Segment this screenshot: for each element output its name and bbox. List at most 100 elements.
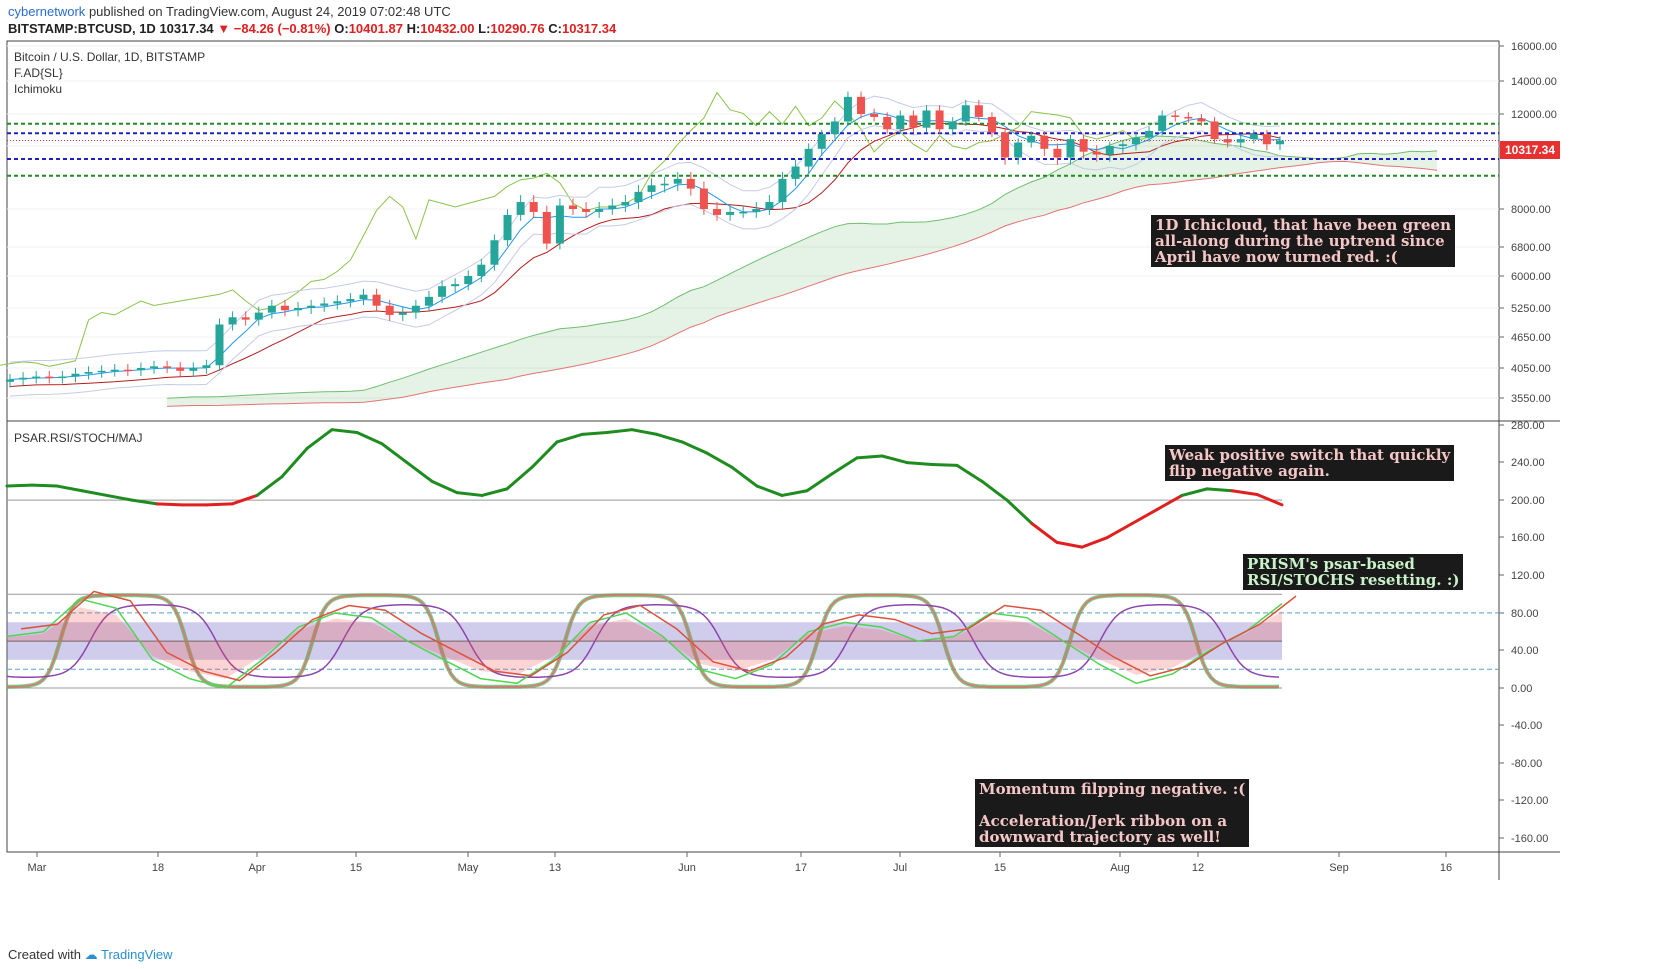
horizontal-levels (7, 122, 1499, 177)
candle-body (267, 305, 276, 313)
price-tick-label: 4050.00 (1511, 363, 1551, 375)
indicator-label-fad[interactable]: F.AD{SL} (14, 66, 63, 80)
candle-body (424, 296, 433, 306)
high-value: 10432.00 (420, 21, 475, 36)
annotation-prism-reset[interactable]: PRISM's psar-based RSI/STOCHS resetting.… (1243, 554, 1464, 590)
psar-rsi-segment (930, 462, 959, 467)
candle-body (726, 211, 735, 215)
candle-body (189, 368, 198, 371)
candle-body (438, 286, 447, 297)
candle-body (1066, 139, 1075, 158)
span-a-line (167, 135, 1438, 399)
candle-body (1197, 118, 1206, 122)
time-tick-label: 17 (795, 862, 807, 874)
candle-body (45, 376, 54, 379)
candle-body (58, 376, 67, 379)
candle-body (778, 178, 787, 203)
candle-body (817, 134, 826, 149)
candle-body (765, 202, 774, 209)
close-value: 10317.34 (562, 21, 617, 36)
psar-rsi-segment (505, 465, 534, 491)
psar-rsi-segment (5, 483, 34, 488)
candle-body (922, 110, 931, 128)
osc-tick-label: -80.00 (1511, 758, 1542, 770)
candle-body (1118, 144, 1127, 146)
candle-body (254, 312, 263, 320)
psar-rsi-segment (980, 479, 1009, 502)
psar-rsi-segment (1155, 493, 1184, 512)
psar-rsi-segment (355, 431, 384, 446)
candle-body (660, 183, 669, 186)
annotation-weak-switch[interactable]: Weak positive switch that quickly flip n… (1165, 445, 1455, 481)
price-tick-label: 8000.00 (1511, 204, 1551, 216)
psar-rsi-segment (580, 431, 609, 436)
candle-body (608, 205, 617, 209)
candle-body (451, 284, 460, 287)
psar-rsi-segment (305, 428, 334, 450)
time-tick-label: 12 (1192, 862, 1204, 874)
author-link[interactable]: cybernetwork (8, 4, 86, 19)
last-price-tag: 10317.34 (1500, 141, 1560, 159)
candle-body (359, 294, 368, 300)
tradingview-logo-icon: ☁ (84, 947, 98, 962)
psar-rsi-segment (405, 461, 434, 483)
time-axis-labels: Mar 18 Apr 15 May 13 Jun 17 Jul 15 Aug 12 Sep 16 (28, 852, 1452, 874)
annotation-momentum[interactable]: Momentum filpping negative. :( Accelerat… (975, 779, 1250, 847)
tradingview-link[interactable]: TradingView (101, 947, 173, 962)
candle-body (987, 116, 996, 133)
candle-body (1249, 134, 1258, 140)
psar-rsi-segment (530, 440, 559, 469)
psar-rsi-segment (130, 498, 159, 506)
candle-body (634, 191, 643, 203)
candle-body (294, 308, 303, 311)
momentum-slow-line (20, 590, 1297, 682)
osc-tick-label: 80.00 (1511, 608, 1539, 620)
ichimoku-cloud (167, 135, 1438, 407)
psar-rsi-segment (955, 463, 984, 483)
candle-body (974, 105, 983, 117)
candle-body (228, 317, 237, 325)
indicator-pane (5, 428, 1499, 689)
candle-body (32, 376, 41, 379)
psar-rsi-segment (255, 475, 284, 497)
indicator-pane-title[interactable]: PSAR.RSI/STOCH/MAJ (14, 431, 143, 445)
indicator-label-ichimoku[interactable]: Ichimoku (14, 82, 63, 96)
time-tick-label: Sep (1329, 862, 1349, 874)
psar-rsi-segment (205, 502, 234, 507)
symbol-label: BITSTAMP:BTCUSD, 1D (8, 21, 156, 36)
candle-body (542, 211, 551, 244)
candle-body (699, 188, 708, 209)
psar-rsi-segment (705, 451, 734, 469)
candle-body (19, 377, 28, 380)
publish-info: published on TradingView.com, August 24,… (88, 4, 451, 19)
psar-rsi-segment (1230, 489, 1259, 497)
psar-rsi-segment (855, 454, 884, 460)
psar-rsi-segment (1055, 540, 1084, 549)
main-pane-title: Bitcoin / U.S. Dollar, 1D, BITSTAMP (14, 50, 206, 64)
psar-rsi-segment (230, 493, 259, 506)
candle-body (686, 178, 695, 189)
price-tick-label: 14000.00 (1511, 76, 1557, 88)
psar-rsi-segment (55, 484, 84, 493)
candle-body (1053, 148, 1062, 158)
candle-body (582, 209, 591, 212)
candle-body (464, 276, 473, 285)
candle-body (1001, 132, 1010, 158)
psar-rsi-segment (455, 491, 484, 497)
psar-rsi-segment (1080, 536, 1109, 549)
candle-body (1158, 115, 1167, 131)
price-tick-label: 12000.00 (1511, 109, 1557, 121)
osc-tick-label: 160.00 (1511, 532, 1545, 544)
psar-rsi-segment (755, 484, 784, 497)
candle-body (752, 209, 761, 212)
last-price: 10317.34 (159, 21, 214, 36)
price-change: ▼ −84.26 (−0.81%) (217, 21, 331, 36)
candle-body (896, 115, 905, 130)
psar-rsi-segment (380, 442, 409, 465)
candle-body (385, 305, 394, 315)
candle-body (870, 114, 879, 117)
time-tick-label: 15 (994, 862, 1006, 874)
annotation-ichicloud[interactable]: 1D Ichicloud, that have been green all-a… (1151, 215, 1455, 267)
psar-rsi-segment (1005, 498, 1034, 526)
